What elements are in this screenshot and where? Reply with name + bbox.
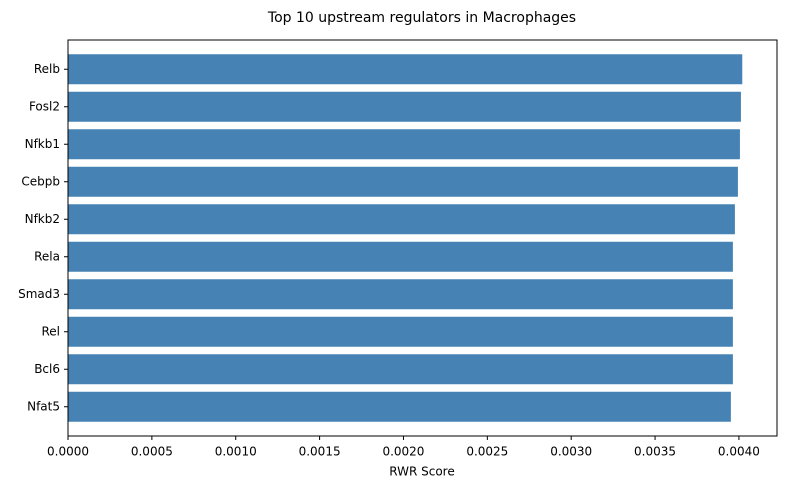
bar [68, 316, 733, 347]
x-tick-label: 0.0010 [215, 445, 257, 459]
y-tick-label: Nfkb2 [25, 212, 60, 226]
x-tick-label: 0.0040 [718, 445, 760, 459]
bar [68, 354, 733, 385]
bar [68, 279, 733, 310]
x-tick-label: 0.0020 [382, 445, 424, 459]
bar [68, 166, 738, 197]
x-tick-label: 0.0025 [466, 445, 508, 459]
plot-frame [67, 39, 778, 437]
x-tick-label: 0.0015 [299, 445, 341, 459]
bar [68, 54, 743, 85]
bar [68, 241, 733, 272]
bar [68, 91, 741, 122]
y-tick-label: Nfkb1 [25, 137, 60, 151]
bar [68, 129, 740, 160]
x-axis-label: RWR Score [389, 465, 454, 479]
y-tick-label: Nfat5 [27, 399, 60, 413]
y-tick-label: Bcl6 [34, 362, 60, 376]
bar [68, 391, 731, 422]
y-tick-label: Fosl2 [29, 99, 60, 113]
y-tick-label: Rela [34, 249, 60, 263]
y-tick-label: Cebpb [21, 174, 60, 188]
y-tick-label: Relb [34, 62, 60, 76]
chart-title: Top 10 upstream regulators in Macrophage… [267, 10, 576, 26]
x-tick-label: 0.0005 [131, 445, 173, 459]
x-tick-label: 0.0000 [47, 445, 89, 459]
x-tick-label: 0.0030 [550, 445, 592, 459]
y-tick-label: Rel [41, 324, 60, 338]
y-tick-label: Smad3 [18, 287, 60, 301]
x-tick-label: 0.0035 [634, 445, 676, 459]
bar [68, 204, 735, 235]
